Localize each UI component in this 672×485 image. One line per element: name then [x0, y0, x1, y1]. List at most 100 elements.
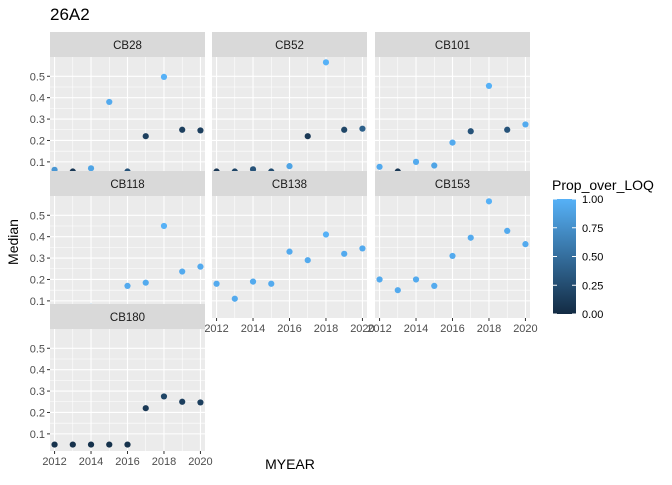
x-tick-label: 2020 [513, 323, 537, 335]
data-point-cb180-2015 [106, 441, 113, 448]
facet-cb180: CB180 0.1 0.2 0.3 0.4 0.5 2012 2014 2016 2018 2020 [30, 304, 213, 468]
color-legend: Prop_over_LOQ 0.00 0.25 0.50 0.75 1.00 [552, 177, 654, 321]
y-tick-label: 0.5 [30, 343, 45, 355]
data-point-cb118-2016 [124, 282, 131, 289]
legend-tick-label: 0.00 [582, 309, 603, 321]
facet-cb118: CB118 0.1 0.2 0.3 0.4 0.5 [30, 171, 205, 318]
data-point-cb138-2019 [341, 250, 348, 257]
legend-tick-label: 1.00 [582, 194, 603, 206]
facet-strip-cb153 [375, 171, 530, 196]
x-tick-label: 2016 [277, 323, 301, 335]
x-tick-label: 2012 [42, 456, 66, 468]
data-point-cb118-2020 [197, 263, 204, 270]
facet-cb52: CB52 [212, 32, 367, 179]
legend-colorbar [553, 199, 576, 314]
x-axis-label: MYEAR [265, 456, 315, 472]
data-point-cb28-2018 [160, 73, 168, 81]
facet-label-cb180: CB180 [110, 312, 145, 324]
data-point-cb118-2017 [142, 279, 149, 286]
data-point-cb118-2019 [179, 268, 186, 275]
facet-cb101: CB101 [375, 32, 530, 179]
data-point-cb138-2020 [359, 245, 366, 252]
data-point-cb101-2012 [376, 163, 383, 170]
data-point-cb153-2020 [522, 241, 529, 248]
y-tick-label: 0.4 [30, 232, 45, 244]
data-point-cb153-2013 [394, 287, 401, 294]
data-point-cb28-2015 [106, 98, 113, 106]
x-tick-label: 2018 [152, 456, 176, 468]
x-tick-label: 2018 [314, 323, 338, 335]
data-point-cb180-2019 [179, 398, 186, 405]
data-point-cb180-2018 [160, 393, 168, 400]
facet-label-cb101: CB101 [435, 40, 470, 52]
data-point-cb101-2016 [449, 139, 456, 146]
x-tick-label: 2014 [404, 323, 428, 335]
facet-cb153: CB153 2012 2014 2016 2018 2020 [367, 171, 538, 335]
facet-strip-cb101 [375, 32, 530, 57]
data-point-cb180-2020 [197, 399, 204, 406]
facet-strip-cb118 [50, 171, 205, 196]
data-point-cb101-2015 [431, 162, 438, 169]
facet-strip-cb138 [212, 171, 367, 196]
data-point-cb52-2020 [359, 125, 366, 132]
x-tick-label: 2014 [241, 323, 265, 335]
data-point-cb138-2017 [304, 257, 311, 264]
legend-title: Prop_over_LOQ [552, 177, 654, 193]
x-tick-label: 2018 [477, 323, 501, 335]
x-tick-label: 2016 [440, 323, 464, 335]
data-point-cb180-2012 [51, 441, 58, 448]
x-tick-label: 2012 [204, 323, 228, 335]
data-point-cb101-2014 [412, 158, 420, 165]
data-point-cb153-2012 [376, 276, 383, 283]
facet-cb138: CB138 2012 2014 2016 2018 2020 [204, 171, 375, 335]
y-tick-label: 0.5 [30, 210, 45, 222]
x-tick-label: 2014 [79, 456, 103, 468]
data-point-cb153-2016 [449, 252, 456, 260]
legend-tick-label: 0.25 [582, 280, 603, 292]
y-tick-label: 0.5 [30, 71, 45, 83]
data-point-cb153-2019 [504, 227, 511, 234]
data-point-cb52-2014 [249, 166, 257, 173]
facet-label-cb118: CB118 [110, 179, 144, 191]
legend-tick-label: 0.75 [582, 223, 603, 235]
data-point-cb153-2018 [485, 198, 493, 205]
data-point-cb52-2019 [341, 126, 348, 133]
facet-label-cb153: CB153 [435, 179, 470, 191]
data-point-cb101-2019 [504, 126, 511, 133]
y-tick-label: 0.2 [30, 407, 45, 419]
data-point-cb28-2020 [197, 127, 204, 134]
data-point-cb138-2018 [322, 231, 330, 238]
y-tick-label: 0.3 [30, 114, 45, 126]
legend-tick-label: 0.50 [582, 252, 603, 264]
data-point-cb101-2017 [467, 128, 474, 135]
facet-strip-cb28 [50, 32, 205, 57]
y-tick-label: 0.3 [30, 386, 45, 398]
y-tick-label: 0.1 [30, 157, 45, 169]
y-tick-label: 0.2 [30, 135, 45, 147]
data-point-cb138-2015 [268, 280, 275, 287]
data-point-cb28-2014 [87, 165, 95, 172]
data-point-cb153-2015 [431, 282, 438, 289]
y-tick-label: 0.1 [30, 296, 45, 308]
data-point-cb138-2014 [249, 278, 257, 285]
facet-strip-cb180 [50, 304, 205, 329]
x-tick-label: 2020 [188, 456, 212, 468]
y-tick-label: 0.2 [30, 274, 45, 286]
data-point-cb180-2014 [87, 441, 95, 448]
x-tick-label: 2016 [115, 456, 139, 468]
facet-label-cb138: CB138 [272, 179, 307, 191]
data-point-cb138-2012 [213, 280, 220, 287]
data-point-cb28-2017 [142, 133, 149, 140]
y-tick-label: 0.4 [30, 365, 45, 377]
x-tick-label: 2020 [350, 323, 374, 335]
data-point-cb52-2018 [322, 59, 330, 66]
data-point-cb118-2018 [160, 222, 168, 230]
y-tick-label: 0.4 [30, 93, 45, 105]
data-point-cb180-2016 [124, 441, 131, 448]
y-axis-label: Median [5, 219, 21, 265]
facet-strip-cb52 [212, 32, 367, 57]
data-point-cb52-2017 [304, 133, 311, 140]
x-tick-label: 2012 [367, 323, 391, 335]
y-tick-label: 0.3 [30, 253, 45, 265]
